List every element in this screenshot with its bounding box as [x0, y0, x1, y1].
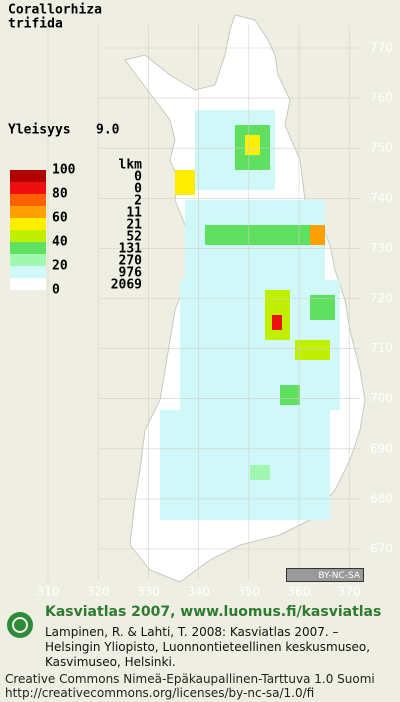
- legend-count: 976: [119, 266, 143, 281]
- legend-scale: 40: [52, 235, 68, 250]
- y-label: 740: [370, 191, 393, 205]
- legend-swatch: [10, 194, 46, 206]
- legend-swatch: [10, 266, 46, 278]
- frequency-label: Yleisyys: [8, 123, 71, 138]
- citation: Kasvimuseo, Helsinki.: [45, 655, 176, 669]
- legend-count: 2069: [111, 278, 142, 293]
- citation: Helsingin Yliopisto, Luonnontieteellinen…: [45, 640, 371, 654]
- x-label: 310: [37, 585, 60, 599]
- x-label: 360: [288, 585, 311, 599]
- y-label: 730: [370, 241, 393, 255]
- y-label: 690: [370, 441, 393, 455]
- logo: [7, 612, 33, 638]
- y-label: 700: [370, 391, 393, 405]
- y-label: 720: [370, 291, 393, 305]
- y-label: 750: [370, 141, 393, 155]
- x-label: 370: [338, 585, 361, 599]
- legend-swatch: [10, 182, 46, 194]
- footer-heading: Kasviatlas 2007, www.luomus.fi/kasviatla…: [45, 604, 382, 620]
- y-label: 770: [370, 41, 393, 55]
- cc-badge: BY-NC-SA: [286, 568, 364, 582]
- frequency-value: 9.0: [96, 123, 120, 138]
- legend-scale: 20: [52, 259, 68, 274]
- legend-scale: 100: [52, 163, 76, 178]
- legend-swatch: [10, 230, 46, 242]
- title: Corallorhiza: [8, 3, 102, 18]
- title: trifida: [8, 17, 63, 32]
- x-label: 350: [237, 585, 260, 599]
- occurrence-squares: [160, 110, 340, 520]
- x-label: 320: [87, 585, 110, 599]
- legend-swatch: [10, 170, 46, 182]
- x-label: 340: [187, 585, 210, 599]
- license: Creative Commons Nimeä-Epäkaupallinen-Ta…: [5, 672, 375, 686]
- legend-count: 2: [134, 194, 142, 209]
- citation: Lampinen, R. & Lahti, T. 2008: Kasviatla…: [45, 625, 339, 639]
- legend-swatch: [10, 218, 46, 230]
- legend-swatch: [10, 206, 46, 218]
- y-label: 710: [370, 341, 393, 355]
- map: 770 760 750 740 730 720 710 700 690 680 670 310 320 3…: [8, 3, 393, 599]
- license: http://creativecommons.org/licenses/by-n…: [5, 686, 315, 700]
- legend-swatch: [10, 242, 46, 254]
- legend-count: 0: [134, 170, 142, 185]
- legend-count: 11: [126, 206, 142, 221]
- legend-header: lkm: [119, 158, 143, 173]
- y-label: 760: [370, 91, 393, 105]
- legend-count: 21: [126, 218, 142, 233]
- legend-scale: 0: [52, 283, 60, 298]
- legend-scale: 80: [52, 187, 68, 202]
- legend-scale: 60: [52, 211, 68, 226]
- legend-count: 131: [119, 242, 143, 257]
- legend-swatch: [10, 254, 46, 266]
- x-label: 330: [137, 585, 160, 599]
- legend-swatch: [10, 278, 46, 290]
- legend-count: 0: [134, 182, 142, 197]
- y-label: 670: [370, 542, 393, 556]
- legend-count: 270: [119, 254, 143, 269]
- legend-count: 52: [126, 230, 142, 245]
- y-label: 680: [370, 491, 393, 505]
